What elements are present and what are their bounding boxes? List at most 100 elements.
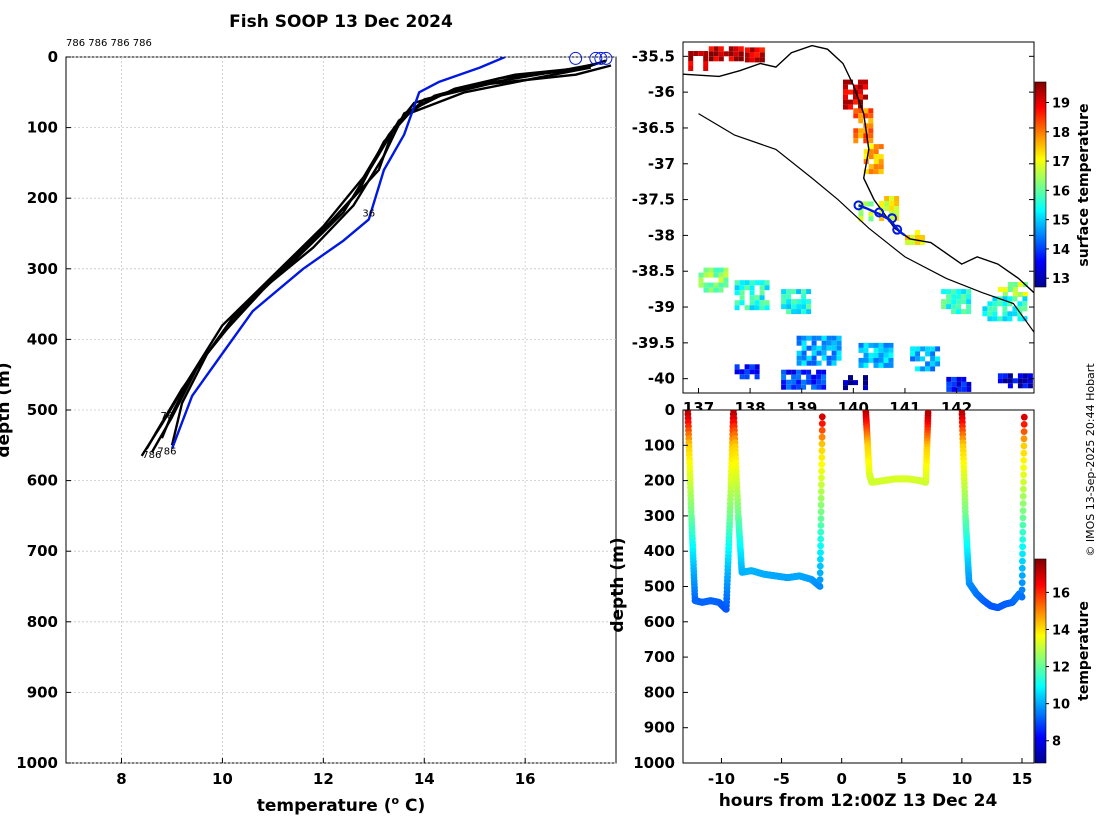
sst-pixel	[786, 309, 792, 315]
sst-pixel	[749, 285, 755, 291]
sst-pixel	[863, 108, 869, 114]
sst-pixel	[1007, 311, 1013, 317]
dive-sample-dot	[1020, 471, 1027, 479]
sst-pixel	[982, 311, 988, 317]
timeseries-ytick-label: 1000	[633, 754, 675, 772]
sst-pixel	[951, 309, 957, 315]
sst-pixel	[739, 300, 745, 306]
sst-pixel	[806, 304, 812, 310]
sst-pixel	[734, 285, 740, 291]
sst-pixel	[734, 300, 740, 306]
timeseries-ytick-label: 100	[644, 436, 675, 454]
sst-pixel	[956, 289, 962, 295]
sst-field	[688, 46, 1033, 392]
sst-pixel	[796, 340, 802, 346]
timeseries-ylabel: depth (m)	[608, 537, 628, 632]
sst-pixel	[889, 196, 895, 201]
sst-pixel	[796, 309, 802, 315]
sst-pixel	[1002, 292, 1008, 297]
temperature-colorbar-tick-label: 16	[1052, 586, 1070, 601]
sst-pixel	[1012, 282, 1018, 287]
sst-pixel	[713, 287, 719, 293]
profile-tags: 786 786 786 786	[66, 38, 152, 49]
sst-pixel	[781, 374, 787, 380]
timeseries-ytick-label: 200	[644, 472, 675, 490]
dive-sample-dot	[1019, 543, 1026, 551]
sst-pixel	[723, 277, 729, 283]
dive-sample-dot	[817, 501, 825, 509]
sst-pixel	[863, 385, 868, 391]
sst-pixel	[1022, 383, 1028, 389]
sst-pixel	[992, 296, 998, 302]
dive-sample-dot	[1020, 442, 1028, 450]
dive-sample-dot	[818, 467, 825, 475]
sst-pixel	[848, 79, 853, 85]
timeseries-xlabel: hours from 12:00Z 13 Dec 24	[719, 791, 998, 811]
timeseries-xtick-label: 5	[897, 770, 907, 788]
sst-pixel	[878, 357, 884, 363]
dive-sample-dot	[816, 562, 824, 570]
sst-pixel	[879, 201, 885, 206]
sst-pixel	[935, 356, 941, 362]
temperature-colorbar: 8 10 12 14 16 temperature	[1034, 558, 1092, 764]
sst-pixel	[806, 369, 812, 375]
sst-pixel	[868, 154, 874, 160]
sst-pixel	[759, 305, 765, 311]
sst-pixel	[801, 289, 807, 295]
sst-pixel	[821, 374, 827, 380]
sst-pixel	[811, 345, 817, 351]
profile-ytick-label: 400	[27, 330, 58, 348]
sst-pixel	[1022, 292, 1028, 297]
sst-pixel	[806, 299, 812, 305]
temperature-colorbar-label: temperature	[1076, 601, 1092, 701]
sst-pixel	[791, 384, 797, 390]
profile-label: 786	[142, 450, 161, 461]
sst-pixel	[1007, 301, 1013, 307]
profile-label: 786	[157, 446, 176, 457]
sst-pixel	[749, 305, 755, 311]
dive-sample-dot	[818, 454, 826, 461]
sst-pixel	[734, 305, 740, 311]
sst-pixel	[863, 357, 869, 363]
sst-pixel	[754, 280, 760, 286]
sst-pixel	[1027, 383, 1033, 389]
sst-pixel	[1017, 316, 1023, 322]
sst-pixel	[723, 51, 729, 57]
sst-pixel	[873, 352, 879, 358]
surface-marker-circle	[589, 51, 603, 65]
sst-colorbar-tick-label: 15	[1052, 214, 1070, 229]
sst-pixel	[961, 289, 967, 295]
sst-pixel	[718, 267, 724, 273]
dive-sample-dot	[1019, 528, 1027, 536]
sst-pixel	[951, 386, 957, 392]
sst-pixel	[878, 164, 884, 170]
sst-pixel	[816, 335, 822, 341]
sst-pixel	[744, 369, 750, 375]
sst-pixel	[1007, 282, 1013, 287]
sst-pixel	[858, 94, 863, 100]
sst-pixel	[848, 375, 853, 381]
sst-pixel	[688, 66, 694, 71]
sst-pixel	[796, 350, 802, 356]
ship-station-marker	[853, 200, 864, 211]
sst-pixel	[1007, 378, 1013, 384]
sst-pixel	[801, 340, 807, 346]
sst-pixel	[997, 373, 1003, 379]
profile-xtick-label: 12	[313, 770, 334, 788]
sst-pixel	[873, 357, 879, 363]
sst-pixel	[821, 379, 827, 385]
sst-pixel	[821, 335, 827, 341]
sst-pixel	[992, 306, 998, 312]
sst-pixel	[951, 304, 957, 310]
sst-pixel	[796, 379, 802, 385]
sst-pixel	[858, 79, 863, 85]
profile-xlabel-sup: o	[392, 794, 400, 807]
dive-sample-dot	[818, 420, 826, 427]
sst-pixel	[858, 84, 863, 90]
sst-pixel	[801, 304, 807, 310]
sst-pixel	[734, 369, 740, 375]
map-ytick-label: -39.5	[632, 334, 675, 352]
sst-pixel	[873, 347, 879, 353]
sst-pixel	[723, 272, 729, 278]
